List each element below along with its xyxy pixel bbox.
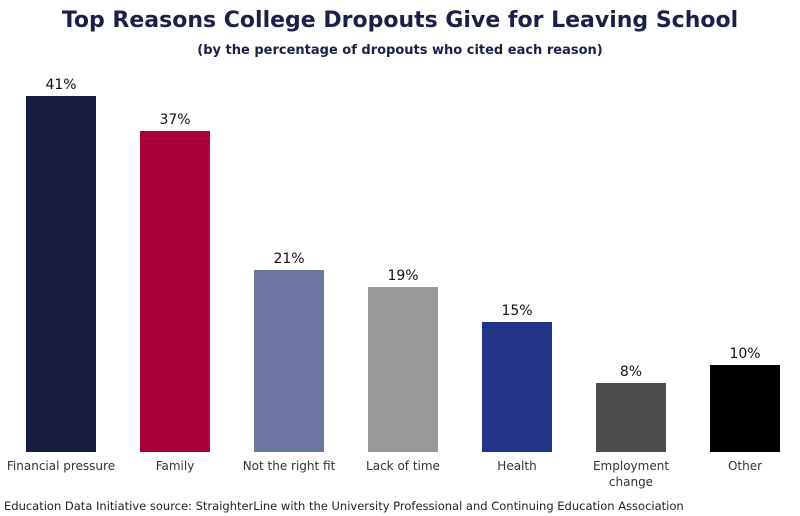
x-tick-label: Health	[497, 459, 537, 473]
x-tick-label: Employment change	[592, 459, 670, 489]
source-note: Education Data Initiative source: Straig…	[4, 499, 684, 513]
x-tick-label: Lack of time	[366, 459, 440, 473]
x-tick-label: Not the right fit	[242, 459, 336, 473]
value-label: 37%	[159, 111, 191, 128]
bar	[140, 130, 210, 452]
bar	[482, 321, 552, 452]
bar	[710, 365, 780, 452]
value-label: 19%	[387, 268, 419, 285]
x-tick-label: Financial pressure	[6, 459, 116, 473]
x-tick-label: Other	[727, 459, 763, 473]
bar	[596, 382, 666, 452]
chart-subtitle: (by the percentage of dropouts who cited…	[197, 43, 603, 58]
x-tick-label: Family	[155, 459, 195, 473]
value-label: 41%	[45, 77, 77, 93]
value-label: 21%	[273, 250, 305, 267]
value-label: 10%	[729, 346, 761, 363]
bar	[368, 287, 438, 452]
bar	[26, 96, 96, 452]
value-label: 15%	[501, 302, 533, 319]
bar	[254, 269, 324, 452]
chart-title: Top Reasons College Dropouts Give for Le…	[61, 8, 739, 33]
value-label: 8%	[619, 363, 643, 380]
